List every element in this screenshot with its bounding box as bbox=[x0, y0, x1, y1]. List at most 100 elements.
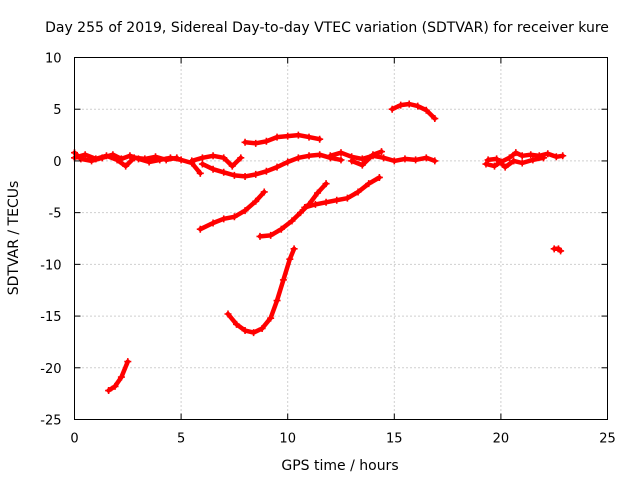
data-point bbox=[188, 157, 196, 165]
data-point bbox=[252, 170, 260, 178]
data-point bbox=[262, 137, 270, 145]
series-track-13 bbox=[106, 359, 131, 393]
data-point bbox=[224, 310, 232, 318]
data-point bbox=[196, 169, 204, 177]
data-point bbox=[388, 105, 396, 113]
data-point bbox=[290, 245, 298, 253]
x-axis-label: GPS time / hours bbox=[281, 458, 398, 474]
data-point bbox=[493, 155, 501, 163]
x-tick-label: 25 bbox=[599, 432, 616, 447]
data-point bbox=[162, 156, 170, 164]
data-point bbox=[412, 156, 420, 164]
data-point bbox=[286, 255, 294, 263]
data-point bbox=[260, 188, 268, 196]
data-point bbox=[337, 149, 345, 157]
data-point bbox=[273, 133, 281, 141]
y-tick-label: -25 bbox=[40, 414, 61, 429]
data-point bbox=[343, 194, 351, 202]
data-point bbox=[294, 154, 302, 162]
data-point bbox=[220, 215, 228, 223]
y-tick-label: -15 bbox=[40, 310, 61, 325]
data-point bbox=[378, 148, 386, 156]
data-point bbox=[375, 173, 383, 181]
y-tick-label: -10 bbox=[40, 258, 61, 273]
data-point bbox=[209, 165, 217, 173]
y-tick-label: -5 bbox=[49, 207, 62, 222]
data-point bbox=[397, 101, 405, 109]
x-tick-label: 15 bbox=[386, 432, 403, 447]
data-point bbox=[540, 154, 548, 162]
data-point bbox=[512, 149, 520, 157]
data-point bbox=[482, 160, 490, 168]
data-point bbox=[81, 151, 89, 159]
data-point bbox=[258, 324, 266, 332]
data-point bbox=[305, 152, 313, 160]
data-point bbox=[529, 156, 537, 164]
data-point bbox=[220, 168, 228, 176]
data-point bbox=[369, 151, 377, 159]
data-point bbox=[380, 154, 388, 162]
y-tick-label: 10 bbox=[45, 52, 62, 67]
data-point bbox=[177, 156, 185, 164]
data-point bbox=[220, 154, 228, 162]
data-point bbox=[505, 154, 513, 162]
data-point bbox=[314, 189, 322, 197]
data-point bbox=[230, 171, 238, 179]
series-track-08 bbox=[389, 101, 438, 121]
data-point bbox=[316, 151, 324, 159]
data-point bbox=[111, 382, 119, 390]
data-point bbox=[152, 153, 160, 161]
data-point bbox=[296, 209, 304, 217]
data-point bbox=[209, 219, 217, 227]
data-point bbox=[241, 172, 249, 180]
data-point bbox=[267, 231, 275, 239]
data-point bbox=[301, 203, 309, 211]
plot-frame bbox=[74, 57, 608, 420]
data-point bbox=[491, 162, 499, 170]
ticks: 0 5 10 15 20 25 -25 -20 -15 -10 -5 0 5 10 bbox=[40, 52, 616, 447]
data-point bbox=[354, 188, 362, 196]
data-point bbox=[252, 197, 260, 205]
data-point bbox=[358, 155, 366, 163]
data-point bbox=[431, 157, 439, 165]
x-tick-label: 20 bbox=[493, 432, 510, 447]
data-point bbox=[337, 156, 345, 164]
data-point bbox=[365, 180, 373, 188]
data-point bbox=[431, 115, 439, 123]
data-point bbox=[326, 152, 334, 160]
data-point bbox=[230, 213, 238, 221]
data-point bbox=[196, 225, 204, 233]
chart-title: Day 255 of 2019, Sidereal Day-to-day VTE… bbox=[45, 20, 609, 36]
grid bbox=[74, 57, 608, 420]
data-point bbox=[233, 320, 241, 328]
data-point bbox=[333, 196, 341, 204]
data-point bbox=[256, 232, 264, 240]
data-point bbox=[288, 217, 296, 225]
data-point bbox=[390, 157, 398, 165]
data-point bbox=[241, 327, 249, 335]
series-track-06 bbox=[349, 149, 384, 168]
y-tick-label: 0 bbox=[53, 155, 61, 170]
y-tick-label: 5 bbox=[53, 103, 61, 118]
data-point bbox=[518, 159, 526, 167]
data-point bbox=[237, 154, 245, 162]
data-point bbox=[284, 132, 292, 140]
data-point bbox=[198, 160, 206, 168]
data-point bbox=[414, 102, 422, 110]
data-point bbox=[262, 167, 270, 175]
data-point bbox=[422, 106, 430, 114]
data-point bbox=[198, 154, 206, 162]
data-point bbox=[311, 200, 319, 208]
data-point bbox=[267, 314, 275, 322]
data-point bbox=[348, 157, 356, 165]
series-track-12 bbox=[225, 246, 297, 335]
data-point bbox=[358, 161, 366, 169]
data-point bbox=[113, 156, 121, 164]
data-point bbox=[122, 162, 130, 170]
y-tick-label: -20 bbox=[40, 362, 61, 377]
data-point bbox=[250, 329, 258, 337]
data-point bbox=[544, 150, 552, 158]
data-point bbox=[405, 100, 413, 108]
x-tick-label: 10 bbox=[279, 432, 296, 447]
